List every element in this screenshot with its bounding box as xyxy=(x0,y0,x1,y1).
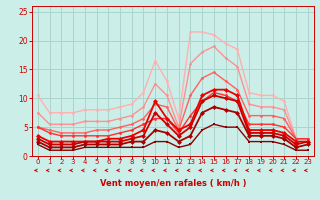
X-axis label: Vent moyen/en rafales ( km/h ): Vent moyen/en rafales ( km/h ) xyxy=(100,179,246,188)
